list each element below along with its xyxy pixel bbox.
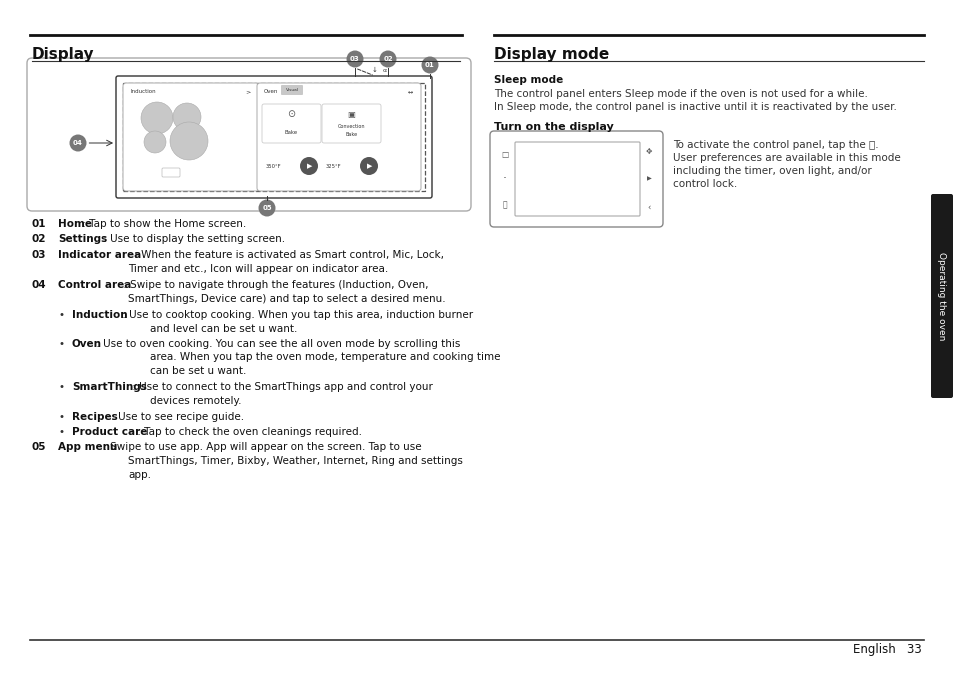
Circle shape: [170, 122, 208, 160]
Text: 325°F: 325°F: [326, 164, 341, 168]
FancyBboxPatch shape: [27, 58, 471, 211]
Text: SmartThings, Device care) and tap to select a desired menu.: SmartThings, Device care) and tap to sel…: [128, 293, 445, 304]
Text: including the timer, oven light, and/or: including the timer, oven light, and/or: [672, 166, 871, 176]
FancyBboxPatch shape: [490, 131, 662, 227]
Text: 01: 01: [32, 219, 47, 229]
Text: : Use to display the setting screen.: : Use to display the setting screen.: [99, 235, 284, 245]
FancyBboxPatch shape: [515, 142, 639, 216]
Circle shape: [70, 135, 87, 151]
Circle shape: [141, 102, 172, 134]
Text: 02: 02: [32, 235, 47, 245]
Circle shape: [379, 51, 396, 68]
Text: ▶: ▶: [367, 163, 373, 169]
Text: ▶: ▶: [307, 163, 313, 169]
Text: Display: Display: [32, 47, 94, 62]
Circle shape: [172, 103, 201, 131]
Text: Indicator area: Indicator area: [58, 250, 141, 260]
Text: Home: Home: [58, 219, 91, 229]
Text: Turn on the display: Turn on the display: [494, 122, 613, 132]
Circle shape: [359, 157, 377, 175]
Text: : When the feature is activated as Smart control, Mic, Lock,: : When the feature is activated as Smart…: [131, 250, 443, 260]
Text: ▶: ▶: [646, 176, 651, 181]
Text: : Tap to show the Home screen.: : Tap to show the Home screen.: [79, 219, 246, 229]
Text: Induction: Induction: [131, 89, 156, 94]
Text: control lock.: control lock.: [672, 179, 737, 189]
Text: In Sleep mode, the control panel is inactive until it is reactivated by the user: In Sleep mode, the control panel is inac…: [494, 102, 896, 112]
Circle shape: [144, 131, 166, 153]
Text: : Swipe to navigate through the features (Induction, Oven,: : Swipe to navigate through the features…: [120, 280, 429, 290]
Circle shape: [258, 199, 275, 216]
Text: 04: 04: [32, 280, 47, 290]
Text: 02: 02: [383, 56, 393, 62]
FancyBboxPatch shape: [322, 104, 380, 143]
FancyBboxPatch shape: [262, 104, 320, 143]
Text: Convection: Convection: [337, 124, 365, 130]
Text: area. When you tap the oven mode, temperature and cooking time: area. When you tap the oven mode, temper…: [150, 352, 500, 362]
Text: α: α: [382, 68, 387, 72]
Text: Bake: Bake: [345, 132, 357, 137]
Text: •: •: [59, 339, 65, 349]
Text: ▣: ▣: [347, 110, 355, 118]
Text: SmartThings, Timer, Bixby, Weather, Internet, Ring and settings: SmartThings, Timer, Bixby, Weather, Inte…: [128, 456, 462, 466]
Text: 01: 01: [425, 62, 435, 68]
Text: : Tap to check the oven cleanings required.: : Tap to check the oven cleanings requir…: [134, 427, 362, 437]
Text: 350°F: 350°F: [266, 164, 281, 168]
Text: : Swipe to use app. App will appear on the screen. Tap to use: : Swipe to use app. App will appear on t…: [99, 443, 421, 452]
Text: can be set u want.: can be set u want.: [150, 366, 246, 376]
Text: : Use to see recipe guide.: : Use to see recipe guide.: [109, 412, 244, 422]
Text: English   33: English 33: [852, 643, 921, 656]
FancyBboxPatch shape: [162, 168, 180, 177]
Text: Control area: Control area: [58, 280, 132, 290]
Text: User preferences are available in this mode: User preferences are available in this m…: [672, 153, 900, 163]
Text: □: □: [501, 151, 508, 160]
FancyBboxPatch shape: [123, 83, 258, 191]
Text: Sleep mode: Sleep mode: [494, 75, 562, 85]
Text: : Use to cooktop cooking. When you tap this area, induction burner: : Use to cooktop cooking. When you tap t…: [119, 310, 473, 320]
Text: : Use to oven cooking. You can see the all oven mode by scrolling this: : Use to oven cooking. You can see the a…: [92, 339, 459, 349]
Text: 04: 04: [73, 140, 83, 146]
FancyBboxPatch shape: [256, 83, 420, 191]
Circle shape: [299, 157, 317, 175]
Text: ‹: ‹: [647, 203, 650, 212]
Text: Timer and etc., Icon will appear on indicator area.: Timer and etc., Icon will appear on indi…: [128, 264, 388, 274]
Text: Oven: Oven: [264, 89, 278, 94]
Text: Product care: Product care: [71, 427, 147, 437]
FancyBboxPatch shape: [116, 76, 432, 198]
Circle shape: [421, 57, 438, 74]
Text: •: •: [59, 427, 65, 437]
Text: devices remotely.: devices remotely.: [150, 396, 241, 406]
Text: Visual: Visual: [285, 88, 298, 92]
Text: Recipes: Recipes: [71, 412, 117, 422]
Text: >: >: [246, 89, 251, 94]
Text: ✥: ✥: [645, 147, 652, 155]
Text: Settings: Settings: [58, 235, 107, 245]
Text: 05: 05: [262, 205, 272, 211]
Text: ↔: ↔: [407, 89, 413, 94]
Text: : Use to connect to the SmartThings app and control your: : Use to connect to the SmartThings app …: [129, 383, 433, 393]
Text: and level can be set u want.: and level can be set u want.: [150, 324, 297, 333]
FancyBboxPatch shape: [281, 85, 303, 95]
Text: ⓘ: ⓘ: [502, 201, 507, 210]
Text: ⊙: ⊙: [287, 109, 295, 119]
Text: Bake: Bake: [285, 130, 297, 135]
Text: The control panel enters Sleep mode if the oven is not used for a while.: The control panel enters Sleep mode if t…: [494, 89, 867, 99]
Text: Operating the oven: Operating the oven: [937, 252, 945, 340]
Text: ·: ·: [502, 172, 506, 185]
Circle shape: [346, 51, 363, 68]
Text: app.: app.: [128, 470, 151, 479]
Text: •: •: [59, 412, 65, 422]
Text: Oven: Oven: [71, 339, 102, 349]
Text: ↓: ↓: [372, 67, 377, 73]
Text: 05: 05: [32, 443, 47, 452]
Text: •: •: [59, 383, 65, 393]
Text: Display mode: Display mode: [494, 47, 609, 62]
Text: 03: 03: [350, 56, 359, 62]
Text: To activate the control panel, tap the ⓘ.: To activate the control panel, tap the ⓘ…: [672, 140, 878, 150]
Text: •: •: [59, 310, 65, 320]
Text: App menu: App menu: [58, 443, 117, 452]
Text: 03: 03: [32, 250, 47, 260]
FancyBboxPatch shape: [930, 194, 952, 398]
Text: SmartThings: SmartThings: [71, 383, 147, 393]
Text: Induction: Induction: [71, 310, 128, 320]
